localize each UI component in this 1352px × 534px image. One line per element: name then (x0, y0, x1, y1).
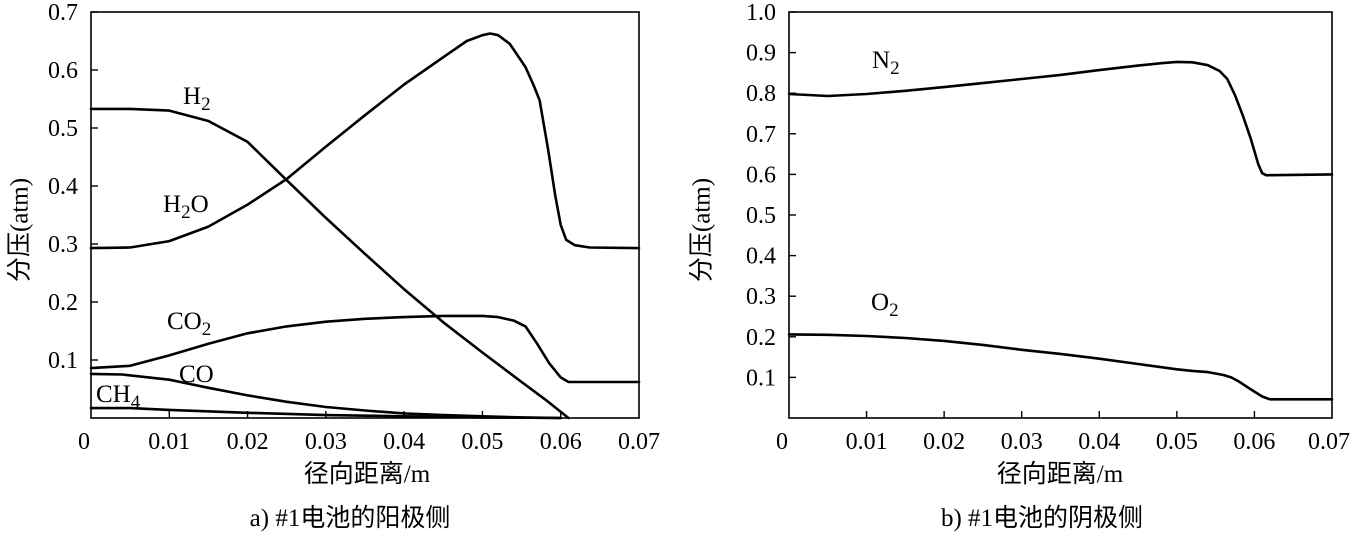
x-tick-label: 0.01 (148, 429, 190, 455)
plot-frame (90, 11, 640, 419)
y-tick-label: 0.5 (746, 203, 776, 229)
series-line-n2 (787, 60, 1334, 177)
series-label-co: CO (179, 361, 214, 388)
y-tick-label: 0.4 (746, 244, 776, 270)
x-tick-label: 0.04 (1078, 429, 1120, 455)
x-tick-label: 0.02 (227, 429, 269, 455)
y-tick-label: 0.3 (746, 284, 776, 310)
plot-frame (788, 11, 1333, 419)
series-label-o2: O2 (871, 289, 899, 321)
y-tick-label: 0.6 (48, 58, 78, 84)
y-tick-label: 0.8 (746, 81, 776, 107)
y-tick-label: 0.6 (746, 162, 776, 188)
series-label-h2: H2 (183, 83, 211, 115)
chart-caption: b) #1电池的阴极侧 (941, 504, 1143, 532)
y-tick-label: 0.9 (746, 41, 776, 67)
x-tick-label: 0.06 (1233, 429, 1275, 455)
series-label-h2o: H2O (163, 191, 209, 223)
x-tick-label: 0.07 (1308, 429, 1350, 455)
y-tick-label: 0.4 (48, 174, 78, 200)
x-tick-label: 0 (78, 429, 90, 455)
series-line-h2o (89, 32, 641, 250)
y-tick-label: 1.0 (746, 0, 776, 26)
series-line-h2 (89, 107, 570, 420)
y-tick-label: 0.2 (746, 325, 776, 351)
x-tick-label: 0.03 (1001, 429, 1043, 455)
y-tick-label: 0.1 (746, 365, 776, 391)
y-tick-label: 0.2 (48, 290, 78, 316)
y-axis-title: 分压(atm) (688, 178, 716, 282)
x-tick-label: 0 (776, 429, 788, 455)
y-tick-label: 0.3 (48, 232, 78, 258)
x-axis-title: 径向距离/m (304, 460, 431, 488)
chart-cathode: 0.1 0.2 0.3 0.4 0.5 0.6 0.7 0.8 0.9 1.0 0 0.01 0.02 0… (688, 0, 1351, 532)
x-tick-label: 0.03 (305, 429, 347, 455)
chart-anode: 0.1 0.2 0.3 0.4 0.5 0.6 0.7 0 0.01 0.02 0.03 0.04 0.… (6, 0, 661, 532)
y-tick-label: 0.7 (48, 0, 78, 26)
series-line-o2 (787, 333, 1334, 401)
series-label-n2: N2 (872, 47, 900, 79)
x-tick-label: 0.01 (846, 429, 888, 455)
x-tick-label: 0.07 (618, 429, 660, 455)
series-line-co2 (89, 314, 641, 384)
y-axis-title: 分压(atm) (6, 178, 34, 282)
x-tick-label: 0.05 (1156, 429, 1198, 455)
x-tick-label: 0.06 (540, 429, 582, 455)
series-label-co2: CO2 (167, 308, 211, 340)
chart-caption: a) #1电池的阳极侧 (250, 504, 451, 532)
y-tick-label: 0.5 (48, 116, 78, 142)
x-tick-label: 0.02 (923, 429, 965, 455)
y-tick-label: 0.1 (48, 348, 78, 374)
x-tick-label: 0.05 (461, 429, 503, 455)
x-tick-label: 0.04 (383, 429, 425, 455)
x-axis-title: 径向距离/m (997, 460, 1124, 488)
y-tick-label: 0.7 (746, 122, 776, 148)
series-label-ch4: CH4 (96, 381, 141, 413)
